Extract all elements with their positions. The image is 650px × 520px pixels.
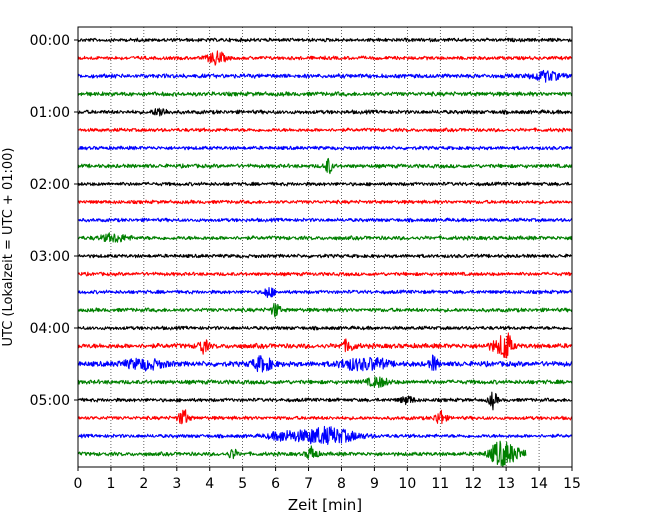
trace-row-0000: [78, 37, 572, 43]
trace-row-0100: [78, 107, 572, 117]
trace-row-0315: [78, 271, 572, 277]
trace-row-0015: [78, 50, 572, 66]
x-tick-label: 7: [304, 476, 313, 492]
x-grid: [110, 27, 540, 467]
y-tick-label: 03:00: [30, 249, 70, 265]
trace-row-0200: [78, 181, 572, 187]
x-tick-label: 5: [238, 476, 247, 492]
x-tick-label: 1: [106, 476, 115, 492]
x-tick-label: 8: [337, 476, 346, 492]
x-tick-label: 0: [74, 476, 83, 492]
y-axis: 00:00 01:00 02:00 03:00 04:00 05:00: [30, 33, 78, 409]
x-tick-label: 15: [563, 476, 581, 492]
y-tick-label: 04:00: [30, 321, 70, 337]
x-tick-label: 2: [139, 476, 148, 492]
trace-row-0330: [78, 287, 572, 299]
y-tick-label: 01:00: [30, 105, 70, 121]
trace-row-0430: [78, 354, 572, 373]
trace-row-0300: [78, 253, 572, 259]
trace-row-0400: [78, 325, 572, 331]
x-tick-label: 3: [172, 476, 181, 492]
x-tick-label: 13: [497, 476, 515, 492]
trace-row-0500: [78, 391, 572, 411]
trace-row-0445: [78, 376, 572, 389]
trace-row-0215: [78, 199, 572, 205]
x-tick-label: 14: [530, 476, 548, 492]
y-tick-label: 00:00: [30, 33, 70, 49]
trace-row-0030: [78, 69, 572, 83]
y-axis-label: UTC (Lokalzeit = UTC + 01:00): [1, 148, 16, 347]
x-tick-label: 12: [464, 476, 482, 492]
x-tick-label: 6: [271, 476, 280, 492]
trace-row-0515: [78, 409, 572, 425]
x-tick-label: 9: [370, 476, 379, 492]
y-tick-label: 05:00: [30, 393, 70, 409]
trace-row-0045: [78, 91, 572, 97]
y-tick-label: 02:00: [30, 177, 70, 193]
trace-row-0345: [78, 302, 572, 318]
x-tick-label: 4: [205, 476, 214, 492]
trace-row-0230: [78, 217, 572, 223]
trace-group: [78, 37, 572, 467]
trace-row-0415: [78, 332, 572, 359]
trace-row-0145: [78, 157, 572, 175]
plot-frame: [77, 26, 573, 468]
x-axis: 0 1 2 3 4 5 6 7 8 9 10 11 12 13 14 15: [74, 467, 581, 492]
x-axis-label: Zeit [min]: [288, 496, 362, 514]
x-tick-label: 11: [431, 476, 449, 492]
trace-row-0130: [78, 145, 572, 151]
trace-row-0530: [78, 425, 572, 446]
x-tick-label: 10: [398, 476, 416, 492]
trace-row-0245: [78, 232, 572, 243]
trace-row-0545: [78, 440, 527, 467]
trace-row-0115: [78, 127, 572, 133]
